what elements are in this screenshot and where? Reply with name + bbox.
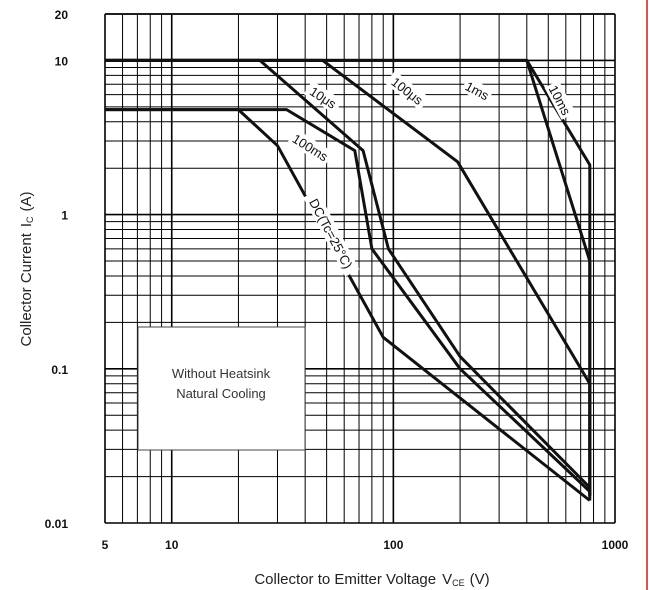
y-tick-label: 0.1 [51, 363, 68, 377]
y-tick-label: 10 [55, 54, 69, 68]
series-line [105, 108, 591, 493]
grid [104, 13, 616, 524]
x-tick-label: 1000 [602, 538, 629, 552]
y-tick-label: 0.01 [45, 517, 69, 531]
curve-label-background [544, 80, 576, 120]
curve-label-text: 100ms [290, 131, 331, 165]
curve-label-background [303, 80, 343, 114]
curve-label: 100μs [385, 70, 430, 111]
axis-labels: Collector to Emitter Voltage VCE (V) Colle… [18, 191, 490, 588]
tick-labels: 5 10 100 1000 20 10 1 0.1 0.01 [45, 8, 629, 552]
x-tick-label: 5 [102, 538, 109, 552]
x-tick-label: 10 [165, 538, 179, 552]
x-tick-label: 100 [383, 538, 403, 552]
x-axis-label: Collector to Emitter Voltage VCE (V) [254, 571, 489, 588]
curve-label-background [460, 76, 494, 105]
note-box-frame [137, 326, 306, 451]
curve-label: 10μs [303, 80, 343, 114]
curve-label: DC(Tc=25°C) [303, 190, 360, 277]
curve-label-background [287, 128, 334, 166]
note-box: Without Heatsink Natural Cooling [137, 326, 306, 451]
y-axis-label: Collector CurrentIC(A) [18, 191, 35, 346]
curve-label-background [303, 190, 360, 277]
curve-label-text: DC(Tc=25°C) [306, 196, 355, 271]
y-tick-label: 1 [61, 209, 68, 223]
curve-label: 1ms [460, 76, 494, 105]
note-text: Without Heatsink [172, 366, 271, 381]
curve-label-background [385, 70, 430, 111]
note-text: Natural Cooling [176, 386, 266, 401]
curves [105, 58, 592, 502]
y-tick-label: 20 [55, 8, 69, 22]
series-line [105, 108, 591, 502]
series-line [105, 58, 592, 501]
